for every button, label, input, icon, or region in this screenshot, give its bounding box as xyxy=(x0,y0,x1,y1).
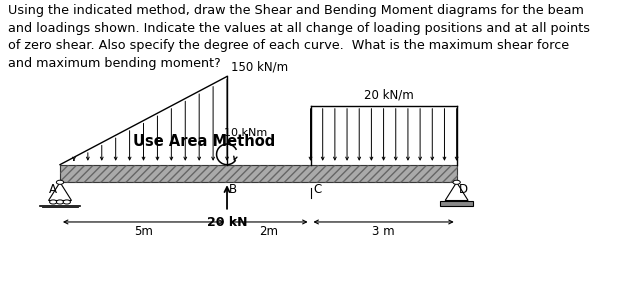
Text: 20 kN: 20 kN xyxy=(207,216,247,229)
Text: 5m: 5m xyxy=(134,225,153,238)
Bar xyxy=(440,201,473,206)
Text: A: A xyxy=(49,183,58,196)
Polygon shape xyxy=(445,182,468,201)
Text: C: C xyxy=(313,183,321,196)
Circle shape xyxy=(56,200,64,204)
Circle shape xyxy=(56,180,64,184)
Text: 10 kNm: 10 kNm xyxy=(224,128,268,138)
Circle shape xyxy=(63,200,71,204)
Polygon shape xyxy=(49,182,71,201)
Bar xyxy=(60,165,456,182)
Text: 20 kN/m: 20 kN/m xyxy=(364,88,414,101)
Text: Using the indicated method, draw the Shear and Bending Moment diagrams for the b: Using the indicated method, draw the She… xyxy=(8,4,590,70)
Bar xyxy=(60,165,456,182)
Circle shape xyxy=(453,180,460,184)
Text: D: D xyxy=(459,183,468,196)
Text: 3 m: 3 m xyxy=(372,225,395,238)
Circle shape xyxy=(49,200,57,204)
Text: 2m: 2m xyxy=(259,225,279,238)
Text: Use Area Method: Use Area Method xyxy=(133,134,275,149)
Text: 150 kN/m: 150 kN/m xyxy=(231,61,289,74)
Text: B: B xyxy=(228,183,237,196)
